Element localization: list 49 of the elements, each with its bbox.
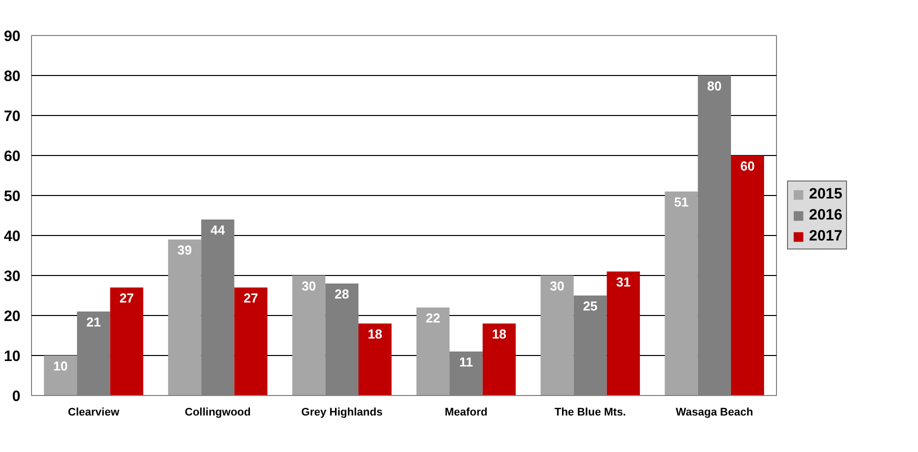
bar <box>292 276 326 396</box>
data-label: 60 <box>740 158 755 174</box>
x-tick-label: Grey Highlands <box>301 406 383 418</box>
x-tick-label: Collingwood <box>184 406 251 418</box>
bar <box>606 272 640 396</box>
y-tick-label: 10 <box>4 348 21 365</box>
y-tick-label: 90 <box>4 28 21 45</box>
data-label: 27 <box>244 290 258 306</box>
y-tick-label: 80 <box>4 68 21 85</box>
bar <box>540 276 574 396</box>
y-tick-label: 70 <box>4 108 21 125</box>
x-tick-label: Meaford <box>444 406 488 418</box>
data-label: 22 <box>426 310 440 326</box>
x-tick-label: The Blue Mts. <box>554 406 626 418</box>
data-label: 30 <box>302 278 316 294</box>
data-label: 39 <box>177 242 192 258</box>
legend-label: 2017 <box>809 228 842 244</box>
y-tick-label: 40 <box>4 228 21 245</box>
y-tick-label: 0 <box>12 388 20 405</box>
data-label: 25 <box>583 298 598 314</box>
x-tick-label: Clearview <box>68 406 120 418</box>
y-tick-label: 30 <box>4 268 21 285</box>
bar <box>168 240 202 396</box>
bar <box>482 324 516 396</box>
bar <box>664 192 698 396</box>
bar <box>358 324 392 396</box>
bar <box>110 288 144 396</box>
data-label: 11 <box>459 354 473 370</box>
y-tick-label: 50 <box>4 188 21 205</box>
y-tick-label: 20 <box>4 308 21 325</box>
data-label: 80 <box>707 78 722 94</box>
bar <box>44 356 78 396</box>
legend-label: 2015 <box>809 186 842 202</box>
data-label: 51 <box>674 194 689 210</box>
data-label: 10 <box>53 358 68 374</box>
data-label: 27 <box>119 290 134 306</box>
data-label: 18 <box>492 326 506 342</box>
legend-label: 2016 <box>809 206 842 224</box>
data-label: 18 <box>368 326 382 342</box>
data-label: 44 <box>210 222 226 238</box>
bar <box>416 308 450 396</box>
data-label: 28 <box>334 286 350 302</box>
data-label: 30 <box>550 278 564 294</box>
bar <box>234 288 268 396</box>
data-label: 31 <box>616 274 631 290</box>
bar <box>730 156 764 396</box>
y-tick-label: 60 <box>4 148 21 165</box>
x-tick-label: Wasaga Beach <box>676 406 754 418</box>
data-label: 21 <box>86 314 101 330</box>
